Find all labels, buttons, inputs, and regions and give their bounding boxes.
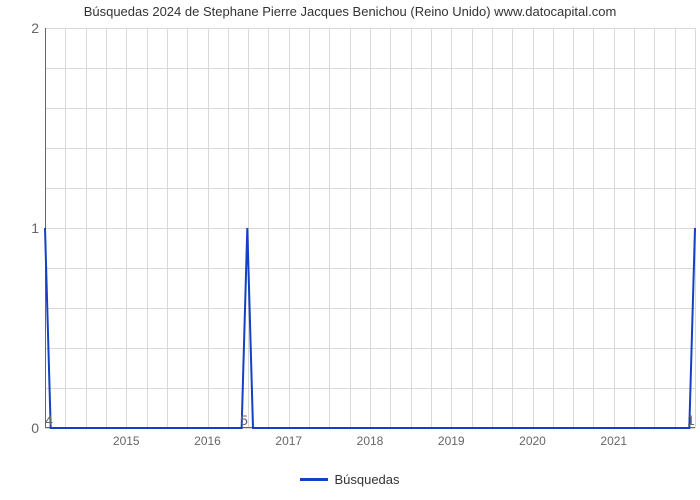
- gridline-vertical: [695, 28, 696, 428]
- legend-label: Búsquedas: [334, 472, 399, 487]
- x-tick-label: 2017: [275, 428, 302, 448]
- y-tick-label: 0: [31, 420, 45, 436]
- y-tick-label: 1: [31, 220, 45, 236]
- legend: Búsquedas: [0, 468, 700, 487]
- plot-area: 012 2015201620172018201920202021 451: [45, 28, 695, 428]
- legend-item: Búsquedas: [300, 472, 399, 487]
- x-tick-label: 2020: [519, 428, 546, 448]
- data-point-label: 4: [45, 412, 53, 428]
- chart-title: Búsquedas 2024 de Stephane Pierre Jacque…: [0, 4, 700, 19]
- data-point-label: 1: [687, 412, 695, 428]
- x-tick-label: 2021: [600, 428, 627, 448]
- chart-container: Búsquedas 2024 de Stephane Pierre Jacque…: [0, 0, 700, 500]
- line-series-svg: [45, 28, 695, 428]
- legend-swatch: [300, 478, 328, 481]
- x-tick-label: 2018: [357, 428, 384, 448]
- x-tick-label: 2015: [113, 428, 140, 448]
- data-point-label: 5: [240, 412, 248, 428]
- x-tick-label: 2016: [194, 428, 221, 448]
- y-tick-label: 2: [31, 20, 45, 36]
- series-line: [45, 228, 695, 428]
- x-tick-label: 2019: [438, 428, 465, 448]
